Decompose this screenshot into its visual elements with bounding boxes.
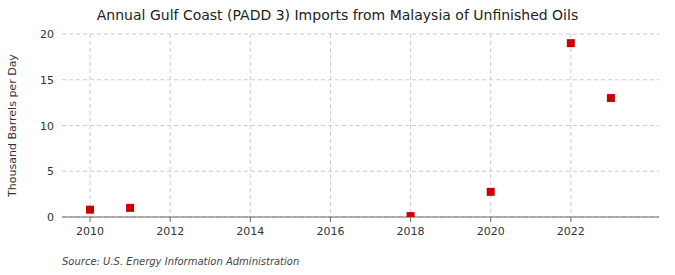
point — [407, 212, 415, 217]
x-grid-line — [410, 34, 411, 217]
x-tick-label: 2012 — [156, 225, 184, 238]
point — [487, 188, 495, 196]
x-grid-line — [250, 34, 251, 217]
x-tick — [490, 217, 491, 222]
x-tick-label: 2018 — [397, 225, 425, 238]
x-grid-line — [90, 34, 91, 217]
point — [126, 204, 134, 212]
y-grid-line — [62, 125, 659, 126]
x-tick — [330, 217, 331, 222]
source-note: Source: U.S. Energy Information Administ… — [62, 256, 299, 267]
x-tick-label: 2016 — [316, 225, 344, 238]
x-tick-label: 2020 — [477, 225, 505, 238]
x-tick — [570, 217, 571, 222]
x-grid-line — [570, 34, 571, 217]
title: Annual Gulf Coast (PADD 3) Imports from … — [97, 7, 578, 23]
y-tick-label: 10 — [40, 120, 54, 133]
x-axis-line — [62, 217, 659, 218]
point — [567, 39, 575, 47]
y-tick-label: 5 — [47, 165, 54, 178]
y-axis-label: Thousand Barrels per Day — [6, 54, 19, 198]
x-grid-line — [330, 34, 331, 217]
x-grid-line — [170, 34, 171, 217]
x-tick — [410, 217, 411, 222]
grid — [62, 34, 659, 217]
point — [86, 206, 94, 214]
x-tick — [90, 217, 91, 222]
plot-area — [62, 34, 659, 217]
y-grid-line — [62, 34, 659, 35]
y-grid-line — [62, 171, 659, 172]
y-grid-line — [62, 79, 659, 80]
y-grid-line — [62, 217, 659, 218]
points — [86, 39, 615, 217]
x-tick — [170, 217, 171, 222]
x-tick — [250, 217, 251, 222]
axes: 0 5 10 15 20 2010 2012 2014 2016 2018 2020 2022 — [40, 28, 659, 238]
point — [607, 94, 615, 102]
x-tick-label: 2022 — [557, 225, 585, 238]
y-tick-label: 15 — [40, 74, 54, 87]
x-tick-label: 2010 — [76, 225, 104, 238]
x-tick-label: 2014 — [236, 225, 264, 238]
y-tick-label: 0 — [47, 211, 54, 224]
y-tick-label: 20 — [40, 28, 54, 41]
chart: 0 5 10 15 20 2010 2012 2014 2016 2018 2020 2022 Annu… — [0, 0, 675, 275]
